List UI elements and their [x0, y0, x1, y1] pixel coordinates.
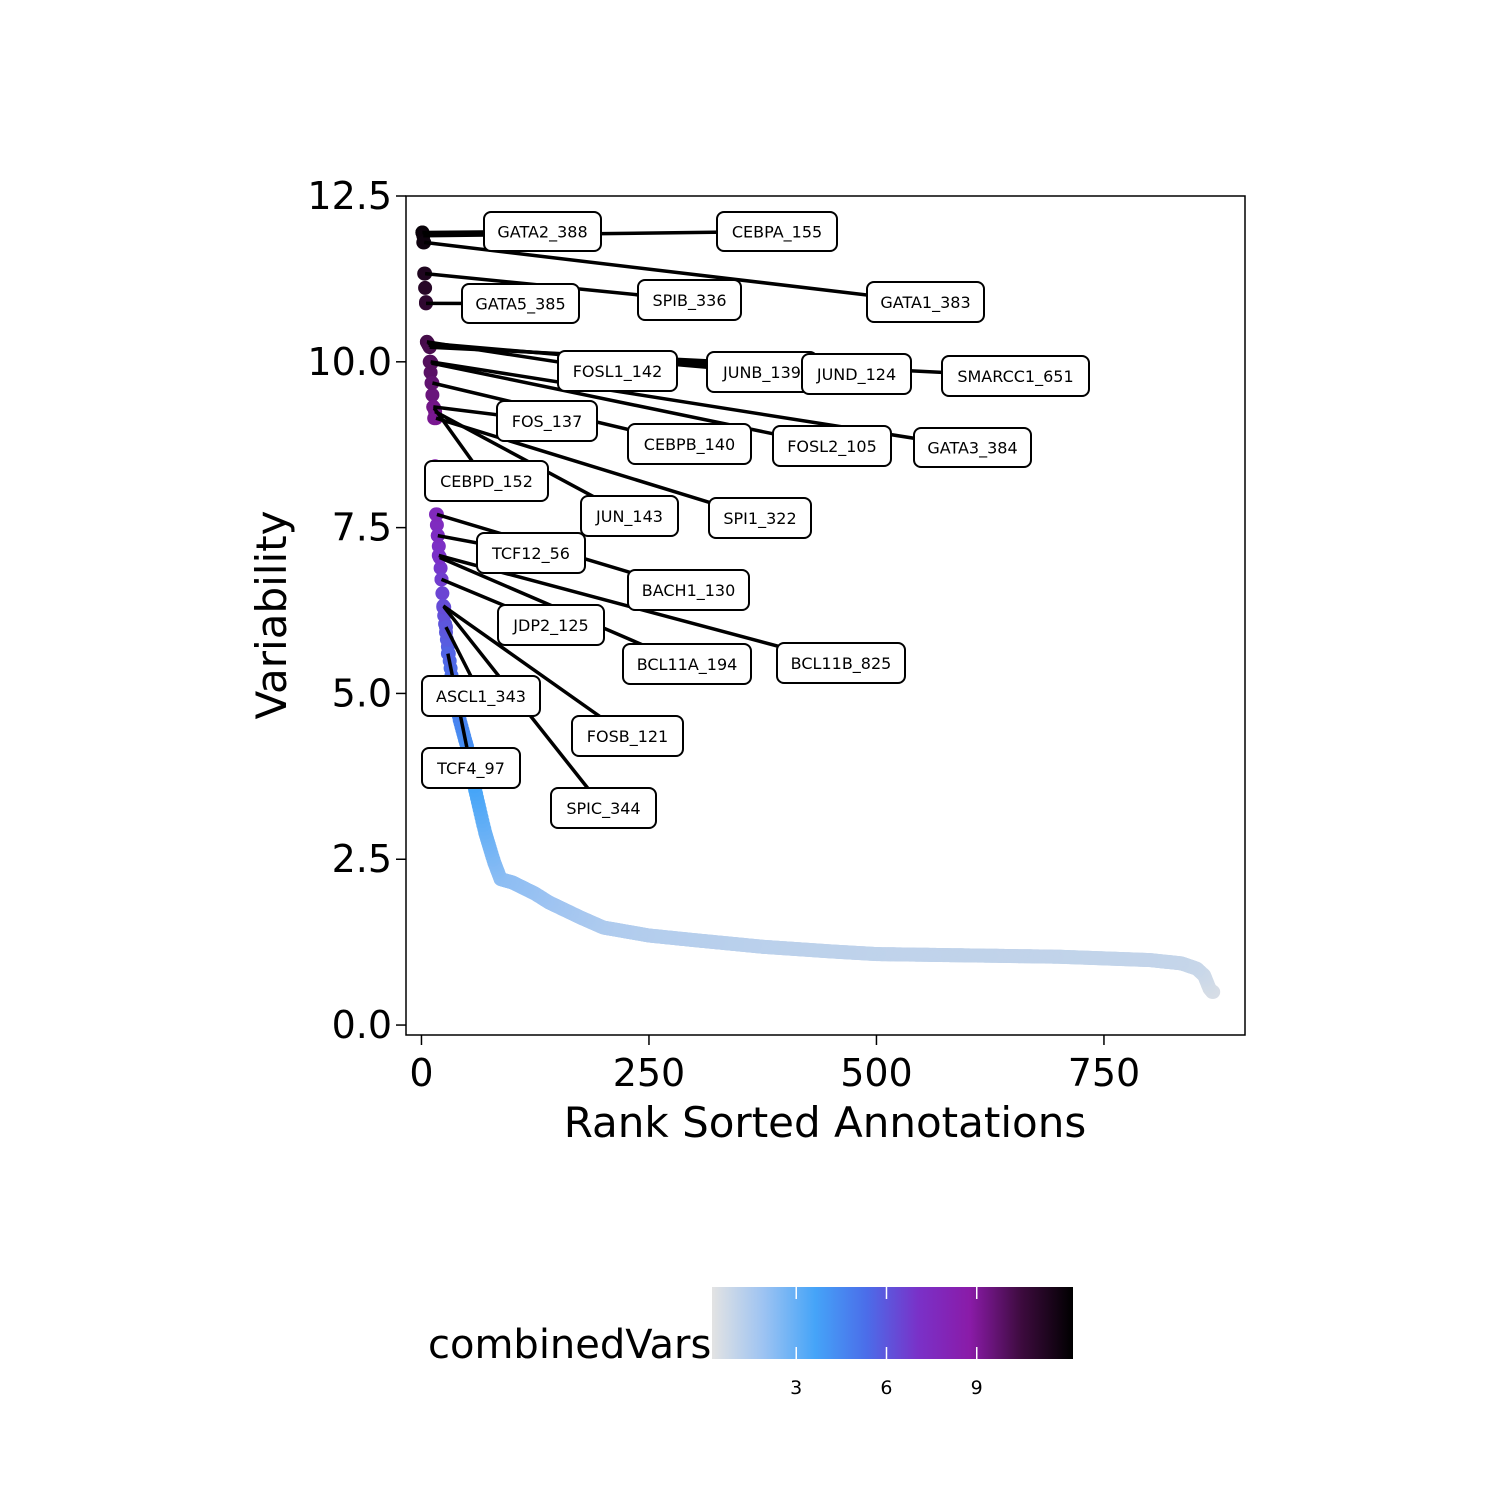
annotation-label: SPI1_322: [723, 509, 796, 529]
axes: 0 250 500 750 0.0 2.5 5.0 7.5 10.0 12.5: [307, 174, 1140, 1095]
data-point: [433, 561, 448, 576]
annotation-label: SPIC_344: [566, 799, 640, 819]
annotation-box: [421, 675, 541, 717]
legend-title: combinedVars: [428, 1322, 711, 1368]
annotation-label: GATA1_383: [880, 293, 970, 313]
annotation-label: CEBPB_140: [644, 435, 735, 455]
annotation-label: BCL11B_825: [791, 654, 892, 674]
annotation-label: GATA3_384: [927, 439, 1017, 459]
x-tick-label: 750: [1068, 1051, 1141, 1095]
data-point: [429, 518, 444, 532]
annotation-box: [913, 427, 1032, 468]
annotation-label: GATA2_388: [497, 223, 587, 243]
y-tick-label: 2.5: [332, 837, 392, 881]
y-tick-label: 10.0: [307, 340, 392, 384]
annotation-box: [483, 211, 602, 252]
leader-line: [442, 604, 629, 738]
annotation-box: [627, 569, 750, 611]
y-tick-label: 0.0: [332, 1003, 392, 1047]
annotation-box: [580, 495, 679, 537]
annotation-box: [421, 747, 521, 789]
leader-line: [435, 416, 761, 520]
annotation-box: [801, 353, 912, 395]
annotation-box: [496, 400, 598, 442]
annotation-label: GATA5_385: [475, 295, 565, 315]
annotation-box: [497, 604, 605, 646]
data-point: [418, 280, 433, 295]
annotation-box: [571, 715, 684, 757]
annotation-label: FOS_137: [512, 412, 583, 432]
annotation-label: JUN_143: [595, 507, 663, 527]
colorbar: [712, 1287, 1073, 1359]
x-axis-title: Rank Sorted Annotations: [564, 1098, 1086, 1147]
annotation-label: FOSL1_142: [573, 362, 663, 382]
annotation-label: JUND_124: [816, 365, 896, 385]
y-tick-label: 12.5: [307, 174, 392, 218]
annotation-box: [550, 787, 657, 829]
x-tick-label: 250: [613, 1051, 686, 1095]
annotation-label: SPIB_336: [652, 291, 726, 311]
annotation-box: [716, 211, 838, 252]
y-axis-title: Variability: [247, 511, 296, 720]
y-tick-label: 5.0: [332, 671, 392, 715]
annotation-label: SMARCC1_651: [957, 367, 1073, 387]
annotation-label: FOSL2_105: [787, 437, 877, 457]
annotation-box: [776, 642, 906, 684]
colorbar-tick-label: 9: [971, 1377, 983, 1399]
annotation-box: [708, 497, 812, 539]
annotation-box: [866, 281, 985, 323]
annotation-box: [476, 532, 586, 574]
colorbar-tick-label: 3: [790, 1377, 802, 1399]
annotation-box: [637, 279, 742, 321]
x-tick-label: 500: [840, 1051, 913, 1095]
annotation-label: BACH1_130: [642, 581, 736, 601]
leader-line: [431, 361, 833, 448]
leader-line: [423, 240, 926, 304]
annotation-label: JDP2_125: [512, 616, 588, 636]
annotation-label: TCF12_56: [491, 544, 570, 564]
annotation-box: [941, 355, 1090, 397]
annotation-box: [557, 350, 678, 392]
annotation-label: CEBPD_152: [440, 472, 533, 492]
annotation-box: [424, 460, 549, 502]
annotation-label: FOSB_121: [587, 727, 668, 747]
data-points: [415, 225, 1221, 999]
annotation-label: BCL11A_194: [637, 655, 738, 675]
x-tick-label: 0: [409, 1051, 433, 1095]
colorbar-legend: combinedVars 3 6 9: [428, 1287, 1073, 1399]
annotation-box: [627, 423, 752, 465]
annotation-box: [622, 643, 752, 685]
annotation-box: [461, 283, 580, 324]
annotation-box: [772, 425, 892, 467]
data-point: [425, 388, 440, 402]
annotation-label: ASCL1_343: [436, 687, 526, 707]
annotation-labels: GATA2_388 CEBPA_155 GATA1_383 SPIB_336 GATA5…: [421, 211, 1090, 829]
annotation-label: TCF4_97: [436, 759, 505, 779]
annotation-label: JUNB_139: [722, 363, 801, 383]
colorbar-tick-label: 6: [880, 1377, 892, 1399]
data-point: [435, 586, 450, 601]
y-tick-label: 7.5: [332, 506, 392, 550]
annotation-label: CEBPA_155: [732, 223, 822, 243]
